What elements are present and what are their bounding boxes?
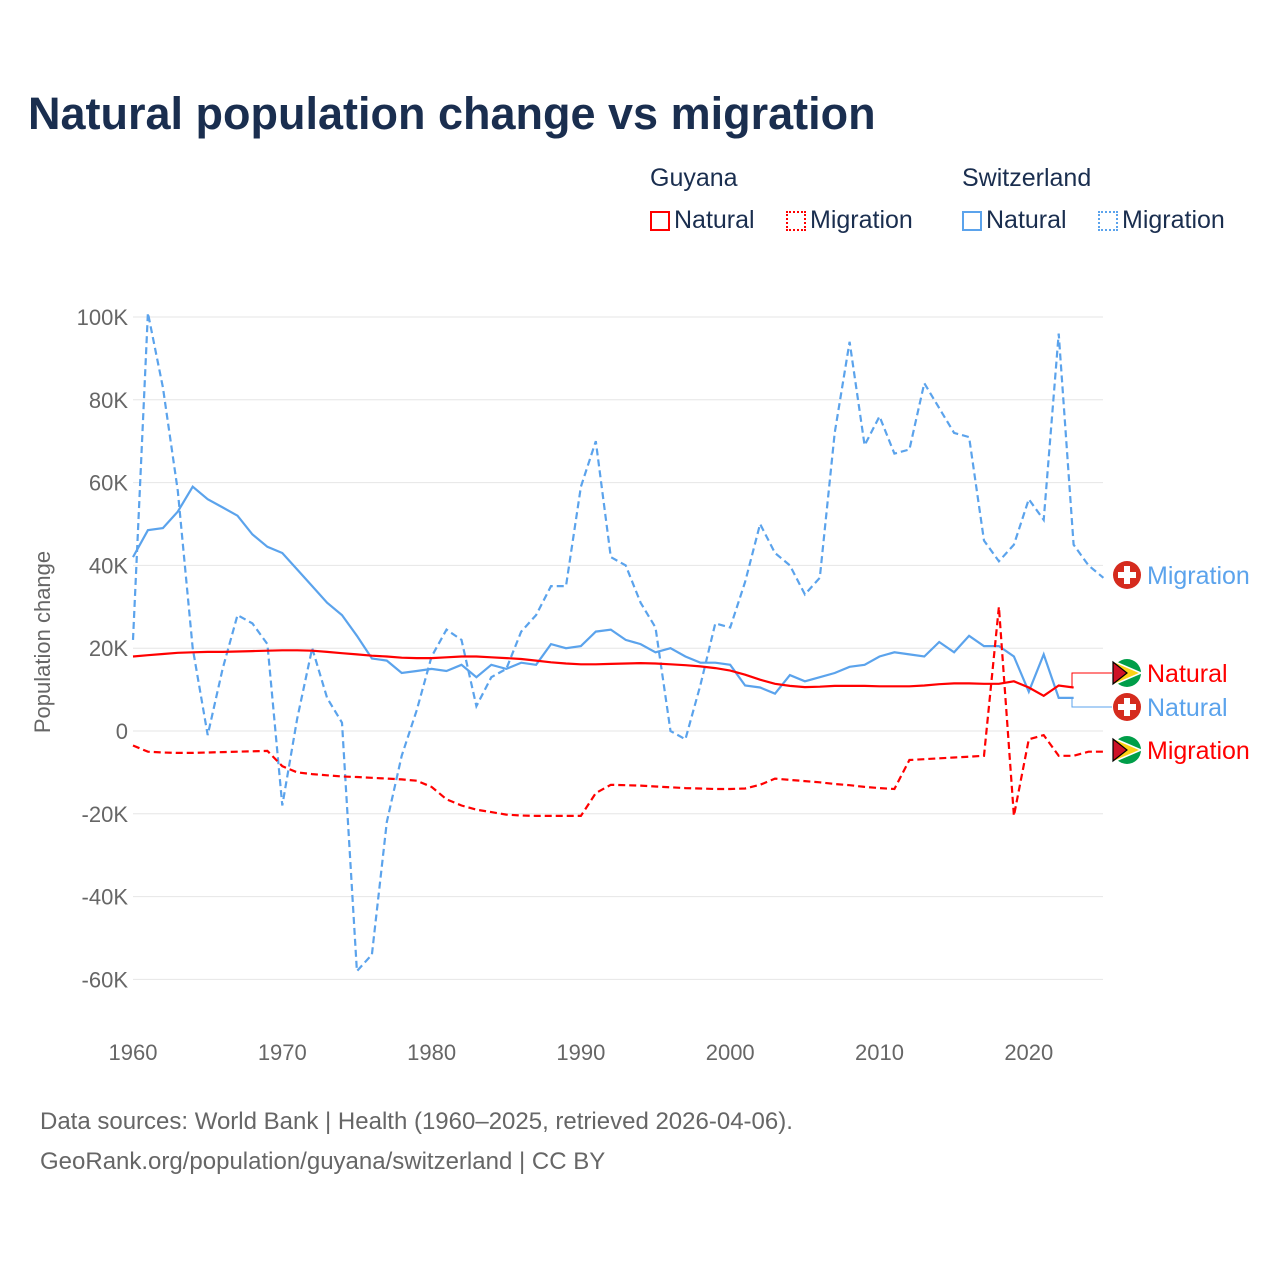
y-tick-label: 0 [116,719,128,744]
end-label: Natural [1147,660,1228,688]
end-label: Natural [1147,694,1228,722]
legend-item-guyana-migration[interactable]: Migration [786,206,913,235]
series-line-guyana-migration [132,606,1104,817]
chart-title: Natural population change vs migration [28,88,876,139]
connector-line [1071,672,1112,689]
legend-item-switzerland-natural[interactable]: Natural [962,206,1067,235]
x-tick-label: 2020 [1004,1040,1053,1065]
y-tick-label: 60K [89,471,128,496]
end-label: Migration [1147,737,1250,765]
y-tick-label: 100K [77,305,129,330]
x-tick-label: 1980 [407,1040,456,1065]
flag-cross [1118,572,1136,578]
y-tick-label: 20K [89,636,128,661]
x-tick-label: 1990 [556,1040,605,1065]
y-tick-label: 40K [89,553,128,578]
legend-label: Migration [810,206,913,234]
y-tick-label: 80K [89,388,128,413]
legend-label: Natural [986,206,1067,234]
y-axis-label: Population change [30,551,55,733]
dotted-swatch-icon [786,211,806,231]
legend-label: Migration [1122,206,1225,234]
end-label: Migration [1147,562,1250,590]
source-note: Data sources: World Bank | Health (1960–… [40,1108,793,1135]
x-tick-label: 2010 [855,1040,904,1065]
solid-swatch-icon [650,211,670,231]
connector-line [1071,697,1112,708]
legend-item-switzerland-migration[interactable]: Migration [1098,206,1225,235]
series-line-switzerland-migration [131,312,1105,974]
y-tick-label: -40K [82,885,129,910]
x-tick-label: 1960 [109,1040,158,1065]
legend-group-switzerland: Switzerland [962,164,1092,192]
legend-group-guyana: Guyana [650,164,738,192]
dotted-swatch-icon [1098,211,1118,231]
flag-triangle [1112,737,1128,763]
flag-cross [1118,704,1136,710]
source-url[interactable]: GeoRank.org/population/guyana/switzerlan… [40,1148,606,1175]
x-tick-label: 1970 [258,1040,307,1065]
legend-item-guyana-natural[interactable]: Natural [650,206,755,235]
x-tick-label: 2000 [706,1040,755,1065]
series-line-switzerland-natural [132,485,1074,699]
flag-triangle [1112,660,1128,686]
solid-swatch-icon [962,211,982,231]
y-tick-label: -60K [82,967,129,992]
legend-label: Natural [674,206,755,234]
y-tick-label: -20K [82,802,129,827]
series-line-guyana-natural [132,649,1074,698]
